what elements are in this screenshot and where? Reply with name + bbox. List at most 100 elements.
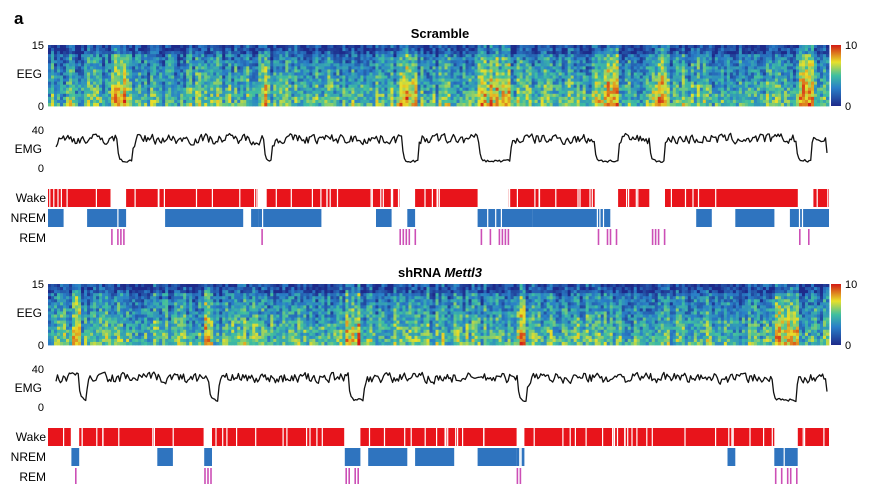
spectrogram-cell — [111, 60, 115, 64]
spectrogram-cell — [681, 84, 686, 89]
spectrogram-cell — [75, 102, 79, 107]
spectrogram-cell — [240, 75, 244, 79]
spectrogram-cell — [609, 78, 614, 82]
spectrogram-cell — [99, 66, 103, 70]
spectrogram-cell — [261, 87, 265, 92]
spectrogram-cell — [255, 93, 259, 98]
spectrogram-cell — [174, 45, 178, 49]
spectrogram-cell — [555, 96, 560, 101]
spectrogram-cell — [618, 69, 623, 73]
spectrogram-cell — [636, 96, 641, 101]
spectrogram-cell — [552, 57, 557, 61]
spectrogram-cell — [585, 60, 590, 64]
spectrogram-cell — [360, 75, 364, 79]
spectrogram-cell — [765, 66, 770, 70]
spectrogram-cell — [651, 87, 656, 92]
spectrogram-cell — [717, 93, 722, 98]
spectrogram-cell — [453, 93, 457, 98]
spectrogram-cell — [699, 54, 704, 58]
spectrogram-cell — [282, 48, 286, 52]
spectrogram-cell — [69, 93, 73, 98]
spectrogram-cell — [270, 51, 274, 55]
spectrogram-cell — [138, 84, 142, 89]
spectrogram-cell — [594, 66, 599, 70]
spectrogram-cell — [609, 87, 614, 92]
spectrogram-cell — [357, 93, 361, 98]
spectrogram-cell — [765, 45, 770, 49]
spectrogram-cell — [489, 81, 493, 86]
spectrogram-cell — [126, 102, 130, 107]
spectrogram-cell — [783, 60, 788, 64]
spectrogram-cell — [276, 99, 280, 104]
spectrogram-cell — [567, 51, 572, 55]
spectrogram-cell — [609, 72, 614, 76]
spectrogram-cell — [378, 93, 382, 98]
spectrogram-cell — [210, 78, 214, 82]
spectrogram-cell — [762, 75, 767, 79]
spectrogram-cell — [195, 93, 199, 98]
spectrogram-cell — [636, 45, 641, 49]
spectrogram-cell — [618, 96, 623, 101]
spectrogram-cell — [600, 57, 605, 61]
spectrogram-cell — [423, 48, 427, 52]
spectrogram-cell — [126, 72, 130, 76]
spectrogram-cell — [753, 87, 758, 92]
spectrogram-cell — [507, 78, 511, 82]
spectrogram-cell — [663, 69, 668, 73]
spectrogram-cell — [660, 51, 665, 55]
spectrogram-cell — [321, 57, 325, 61]
spectrogram-cell — [66, 63, 70, 67]
spectrogram-cell — [597, 75, 602, 79]
spectrogram-cell — [234, 57, 238, 61]
spectrogram-cell — [378, 72, 382, 76]
spectrogram-cell — [576, 66, 581, 70]
spectrogram-cell — [372, 45, 376, 49]
spectrogram-cell — [624, 84, 629, 89]
spectrogram-cell — [312, 87, 316, 92]
spectrogram-cell — [681, 72, 686, 76]
spectrogram-cell — [219, 66, 223, 70]
spectrogram-cell — [330, 48, 334, 52]
spectrogram-cell — [48, 96, 52, 101]
spectrogram-cell — [132, 87, 136, 92]
spectrogram-cell — [552, 78, 557, 82]
spectrogram-cell — [477, 102, 481, 107]
spectrogram-cell — [672, 102, 677, 107]
spectrogram-cell — [720, 84, 725, 89]
spectrogram-cell — [171, 90, 175, 95]
spectrogram-cell — [600, 87, 605, 92]
spectrogram-cell — [198, 69, 202, 73]
spectrogram-cell — [342, 93, 346, 98]
spectrogram-cell — [585, 54, 590, 58]
spectrogram-cell — [576, 48, 581, 52]
spectrogram-cell — [210, 51, 214, 55]
spectrogram-cell — [414, 69, 418, 73]
spectrogram-cell — [453, 87, 457, 92]
spectrogram-cell — [513, 72, 517, 76]
spectrogram-cell — [441, 63, 445, 67]
spectrogram-cell — [474, 99, 478, 104]
spectrogram-cell — [60, 87, 64, 92]
spectrogram-cell — [282, 87, 286, 92]
spectrogram-cell — [738, 60, 743, 64]
spectrogram-cell — [543, 63, 548, 67]
spectrogram-cell — [705, 93, 710, 98]
spectrogram-cell — [726, 66, 731, 70]
spectrogram-cell — [396, 54, 400, 58]
spectrogram-cell — [468, 102, 472, 107]
spectrogram-cell — [705, 99, 710, 104]
spectrogram-cell — [600, 84, 605, 89]
spectrogram-cell — [165, 90, 169, 95]
spectrogram-cell — [756, 75, 761, 79]
spectrogram-cell — [348, 45, 352, 49]
spectrogram-cell — [135, 81, 139, 86]
spectrogram-cell — [216, 54, 220, 58]
spectrogram-cell — [120, 87, 124, 92]
spectrogram-cell — [405, 72, 409, 76]
spectrogram-cell — [501, 99, 505, 104]
spectrogram-cell — [354, 69, 358, 73]
spectrogram-cell — [306, 102, 310, 107]
spectrogram-cell — [780, 99, 785, 104]
spectrogram-cell — [507, 48, 511, 52]
spectrogram-cell — [63, 66, 67, 70]
